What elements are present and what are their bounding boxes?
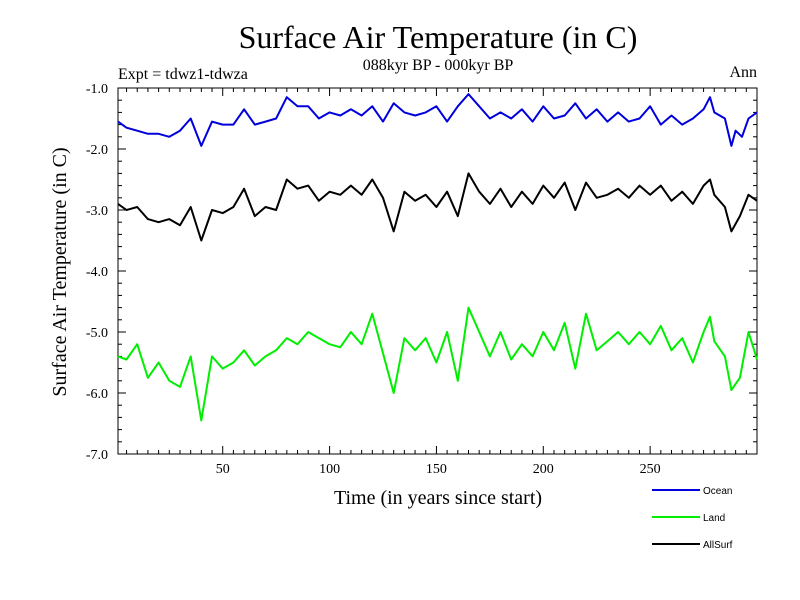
x-axis-label: Time (in years since start) [334, 487, 542, 509]
y-tick-label: -2.0 [86, 143, 108, 158]
series-line-allsurf [117, 172, 758, 242]
plot-frame [117, 87, 758, 455]
y-tick-label: -7.0 [86, 448, 108, 463]
y-tick-label: -3.0 [86, 204, 108, 219]
legend: Ocean Land AllSurf [652, 486, 733, 551]
chart-subtitle: 088kyr BP - 000kyr BP [363, 57, 514, 74]
y-tick-label: -5.0 [86, 326, 108, 341]
experiment-label: Expt = tdwz1-tdwza [118, 66, 248, 83]
season-label: Ann [729, 64, 757, 81]
x-tick-label: 150 [426, 462, 447, 477]
legend-label: Land [703, 513, 725, 524]
legend-label: Ocean [703, 486, 732, 497]
y-axis-label: Surface Air Temperature (in C) [49, 147, 71, 396]
series-line-land [117, 306, 758, 422]
x-tick-label: 50 [216, 462, 230, 477]
chart-title: Surface Air Temperature (in C) [239, 19, 638, 55]
x-tick-label: 200 [533, 462, 554, 477]
x-tick-label: 250 [640, 462, 661, 477]
series-line-ocean [117, 93, 758, 147]
x-tick-label: 100 [319, 462, 340, 477]
y-tick-label: -1.0 [86, 82, 108, 97]
y-tick-label: -6.0 [86, 387, 108, 402]
y-tick-label: -4.0 [86, 265, 108, 280]
plot-area: 50 100 150 200 250 -1.0 -2.0 -3.0 -4.0 -5.0 -6.0 -7… [86, 82, 758, 477]
legend-label: AllSurf [703, 540, 733, 551]
